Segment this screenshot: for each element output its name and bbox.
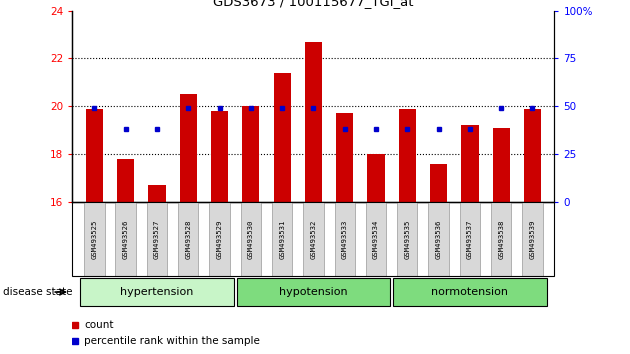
Bar <box>399 109 416 202</box>
Bar <box>237 278 390 306</box>
Bar <box>180 94 197 202</box>
Bar <box>335 202 355 276</box>
Bar <box>242 106 260 202</box>
Bar <box>430 164 447 202</box>
Text: GSM493534: GSM493534 <box>373 219 379 259</box>
Text: GSM493535: GSM493535 <box>404 219 410 259</box>
Bar <box>148 185 166 202</box>
Bar <box>428 202 449 276</box>
Bar <box>147 202 167 276</box>
Bar <box>493 128 510 202</box>
Title: GDS3673 / 100115677_TGI_at: GDS3673 / 100115677_TGI_at <box>213 0 414 8</box>
Bar <box>211 111 228 202</box>
Bar <box>336 113 353 202</box>
Bar <box>86 109 103 202</box>
Text: count: count <box>84 320 113 330</box>
Bar <box>272 202 292 276</box>
Text: GSM493526: GSM493526 <box>123 219 129 259</box>
Text: GSM493532: GSM493532 <box>311 219 316 259</box>
Text: hypotension: hypotension <box>279 287 348 297</box>
Text: GSM493525: GSM493525 <box>91 219 98 259</box>
Bar <box>367 154 385 202</box>
Bar <box>393 278 547 306</box>
Bar <box>115 202 136 276</box>
Bar <box>80 278 234 306</box>
Text: GSM493538: GSM493538 <box>498 219 504 259</box>
Text: GSM493528: GSM493528 <box>185 219 192 259</box>
Text: GSM493530: GSM493530 <box>248 219 254 259</box>
Text: disease state: disease state <box>3 287 72 297</box>
Text: GSM493539: GSM493539 <box>529 219 535 259</box>
Bar <box>273 73 290 202</box>
Bar <box>522 202 542 276</box>
Text: GSM493529: GSM493529 <box>217 219 222 259</box>
Bar <box>460 202 480 276</box>
Bar <box>305 42 322 202</box>
Text: GSM493536: GSM493536 <box>435 219 442 259</box>
Bar <box>461 125 479 202</box>
Text: GSM493537: GSM493537 <box>467 219 473 259</box>
Bar <box>178 202 198 276</box>
Bar <box>117 159 134 202</box>
Text: GSM493531: GSM493531 <box>279 219 285 259</box>
Bar <box>303 202 324 276</box>
Bar <box>84 202 105 276</box>
Text: GSM493533: GSM493533 <box>341 219 348 259</box>
Bar <box>241 202 261 276</box>
Text: normotension: normotension <box>432 287 508 297</box>
Bar <box>491 202 512 276</box>
Text: percentile rank within the sample: percentile rank within the sample <box>84 336 260 346</box>
Bar <box>366 202 386 276</box>
Bar <box>524 109 541 202</box>
Bar <box>209 202 230 276</box>
Text: hypertension: hypertension <box>120 287 193 297</box>
Bar <box>397 202 418 276</box>
Text: GSM493527: GSM493527 <box>154 219 160 259</box>
